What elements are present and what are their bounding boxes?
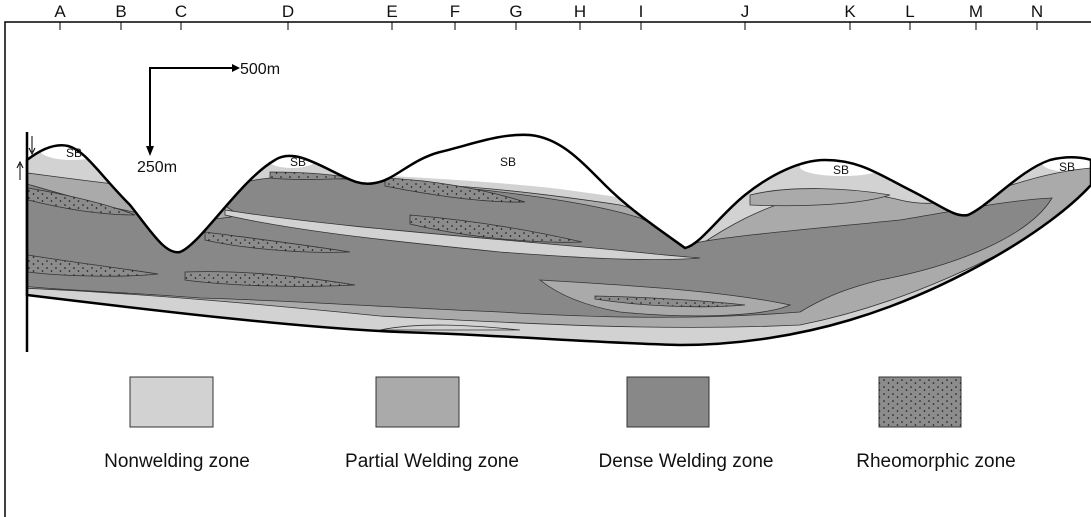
column-label: F [450,2,460,21]
column-label: J [741,2,750,21]
sb-label: SB [1059,160,1075,174]
column-label: M [969,2,983,21]
legend-label: Nonwelding zone [104,451,250,472]
legend-swatch [376,377,459,427]
column-label: L [905,2,914,21]
legend-swatch [879,377,961,427]
legend: Nonwelding zone Partial Welding zone Den… [104,377,1016,472]
sb-label: SB [66,146,82,160]
scale-bar [146,64,240,156]
strata [0,120,1091,360]
sb-label: SB [833,163,849,177]
scale-horizontal: 500m [240,61,280,78]
column-label: N [1031,2,1043,21]
column-label: H [574,2,586,21]
column-labels: A B C D E F G H I J K L M N [54,2,1043,21]
cross-section: A B C D E F G H I J K L M N 500m 250m [0,0,1091,517]
column-label: E [386,2,397,21]
legend-swatch [130,377,213,427]
legend-label: Rheomorphic zone [856,451,1015,472]
column-label: C [175,2,187,21]
column-label: A [54,2,66,21]
column-label: I [639,2,644,21]
column-ticks [60,22,1037,30]
legend-label: Partial Welding zone [345,451,519,472]
column-label: D [282,2,294,21]
sb-label: SB [500,155,516,169]
column-label: B [115,2,126,21]
sb-label: SB [290,155,306,169]
legend-swatch [627,377,709,427]
column-label: G [509,2,522,21]
scale-vertical: 250m [137,159,177,176]
legend-label: Dense Welding zone [599,451,774,472]
column-label: K [844,2,856,21]
